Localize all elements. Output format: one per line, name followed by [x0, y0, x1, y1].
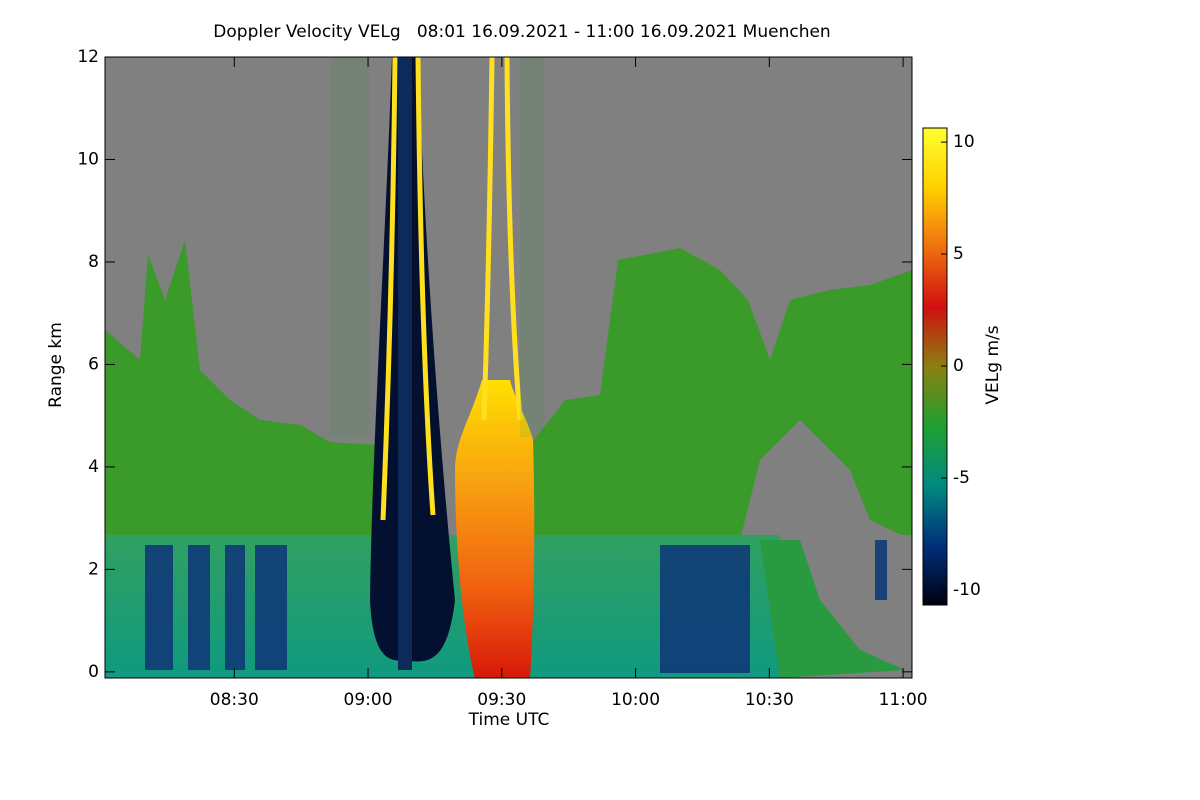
- x-tick-label: 09:00: [344, 690, 393, 710]
- x-tick-label: 09:30: [477, 690, 526, 710]
- chart-title: Doppler Velocity VELg 08:01 16.09.2021 -…: [213, 22, 830, 42]
- colorbar-label: VELg m/s: [983, 325, 1003, 404]
- radar-image: [105, 57, 912, 678]
- colorbar-tick-label: 10: [953, 132, 975, 152]
- x-tick-label: 08:30: [210, 690, 259, 710]
- colorbar-tick-label: 0: [953, 356, 964, 376]
- y-tick-label: 4: [88, 457, 99, 477]
- y-tick-label: 0: [88, 662, 99, 682]
- y-tick-label: 6: [88, 354, 99, 374]
- colorbar-tick-label: 5: [953, 244, 964, 264]
- y-tick-label: 12: [77, 47, 99, 67]
- y-tick-label: 8: [88, 252, 99, 272]
- x-axis-label: Time UTC: [468, 710, 550, 730]
- plot-frame: [104, 56, 913, 679]
- x-tick-label: 10:30: [745, 690, 794, 710]
- y-tick-label: 10: [77, 149, 99, 169]
- y-axis-label: Range km: [46, 322, 66, 408]
- colorbar-tick-label: -5: [953, 468, 970, 488]
- colorbar-tick-label: -10: [953, 580, 981, 600]
- x-tick-label: 10:00: [611, 690, 660, 710]
- x-tick-label: 11:00: [879, 690, 928, 710]
- y-tick-label: 2: [88, 559, 99, 579]
